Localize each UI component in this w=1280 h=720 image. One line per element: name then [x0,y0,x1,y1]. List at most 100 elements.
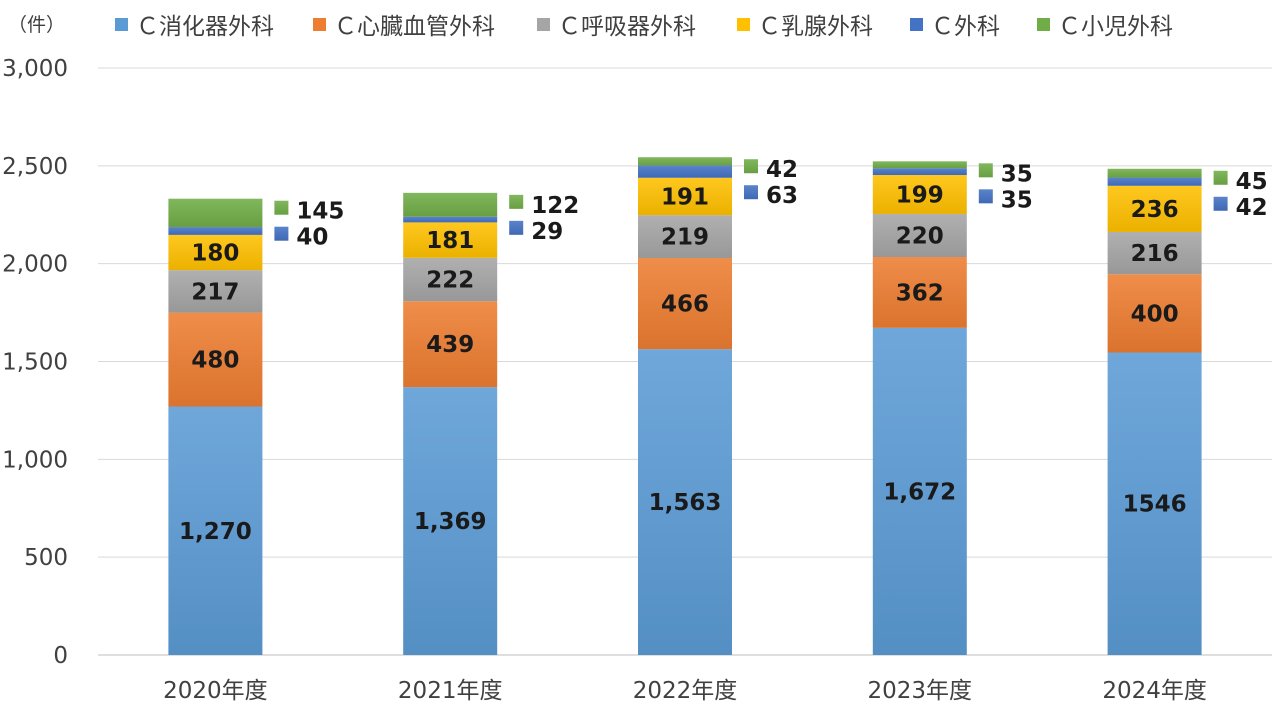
bar-segment [1107,168,1202,178]
data-label: 1,672 [883,479,956,505]
bar-segment [872,257,967,328]
side-marker-pediatric [509,194,524,209]
bar-segment [168,198,263,228]
bar-segment [1107,352,1202,655]
data-label: 181 [426,228,474,254]
bar-segment [872,161,967,169]
side-label-pediatric: 35 [1001,161,1033,187]
data-label: 191 [661,184,709,210]
bar-segment [403,257,498,302]
legend-swatch [910,18,923,31]
bar-segment [872,327,967,655]
side-label-surgery: 29 [531,219,563,245]
side-marker-surgery [744,185,758,200]
legend-label: Ｃ消化器外科 [136,14,274,40]
y-tick-label: 1,500 [2,350,68,376]
data-label: 222 [426,268,474,294]
side-marker-surgery [509,220,524,235]
bar-segment [168,406,263,655]
bar-segment [1107,185,1202,232]
y-tick-label: 500 [24,545,68,571]
bar-segment [403,192,498,217]
x-tick-label: 2020年度 [163,678,268,704]
bar-segment [1107,231,1202,275]
legend-label: Ｃ小児外科 [1058,14,1173,40]
side-marker-pediatric [1213,170,1228,185]
data-label: 199 [896,182,944,208]
bar-segment [168,234,263,271]
y-tick-label: 0 [53,643,68,669]
y-tick-label: 3,000 [2,56,68,82]
side-marker-pediatric [274,200,289,215]
bar-segment [168,312,263,407]
data-label: 480 [191,348,239,374]
x-axis: 2020年度 2021年度 2022年度 2023年度 2024年度 [163,678,1207,704]
bar-segment [872,213,967,258]
bar-segment [638,349,732,655]
legend-swatch [1037,18,1050,31]
x-tick-label: 2021年度 [398,678,503,704]
side-label-surgery: 40 [296,225,328,251]
data-label: 400 [1131,301,1179,327]
bar-segment [168,227,263,235]
side-label-pediatric: 45 [1236,169,1268,195]
y-tick-label: 2,500 [2,154,68,180]
data-label: 219 [661,225,709,251]
legend-swatch [737,18,750,31]
x-tick-label: 2024年度 [1102,678,1207,704]
bar-segment [1107,274,1202,353]
data-label: 1,563 [649,490,722,516]
bar-segment [403,216,498,223]
side-label-surgery: 42 [1236,195,1268,221]
y-axis-unit-label: （件） [8,14,65,36]
data-label: 220 [896,223,944,249]
legend-label: Ｃ外科 [931,14,1000,40]
data-label: 216 [1131,241,1179,267]
legend-label: Ｃ乳腺外科 [758,14,873,40]
legend-swatch [115,18,128,31]
legend: Ｃ消化器外科 Ｃ心臓血管外科 Ｃ呼吸器外科 Ｃ乳腺外科 Ｃ外科 Ｃ小児外科 [115,14,1173,40]
data-label: 1,270 [179,519,252,545]
bar-segment [403,222,498,258]
data-label: 439 [426,332,474,358]
side-marker-pediatric [978,163,993,178]
side-label-surgery: 35 [1001,187,1033,213]
y-tick-label: 1,000 [2,447,68,473]
data-label: 1,369 [414,509,487,535]
data-label: 236 [1131,197,1179,223]
side-label-pediatric: 122 [531,193,579,219]
bar-segment [638,257,732,350]
legend-swatch [537,18,550,31]
bar-segment [1107,177,1202,186]
y-axis: 0 500 1,000 1,500 2,000 2,500 3,000 [2,56,68,669]
data-label: 1546 [1123,492,1187,518]
bar-segment [638,177,732,216]
bar-segment [872,175,967,214]
bar-segment [638,165,732,178]
bar-segment [403,387,498,655]
bar-segment [403,301,498,388]
bar-segment [638,157,732,166]
bars [168,157,1202,655]
data-label: 466 [661,292,709,318]
side-label-pediatric: 42 [766,157,798,183]
side-marker-pediatric [744,159,758,174]
side-label-pediatric: 145 [296,199,344,225]
legend-swatch [313,18,326,31]
bar-segment [168,270,263,313]
side-marker-surgery [978,189,993,204]
side-marker-surgery [274,226,289,241]
bar-segment [872,168,967,176]
bar-segment [638,215,732,258]
data-label: 362 [896,280,944,306]
x-tick-label: 2022年度 [633,678,738,704]
y-tick-label: 2,000 [2,252,68,278]
x-tick-label: 2023年度 [868,678,973,704]
side-marker-surgery [1213,196,1228,211]
side-label-surgery: 63 [766,183,798,209]
data-label: 180 [191,241,239,267]
legend-label: Ｃ呼吸器外科 [558,14,696,40]
legend-label: Ｃ心臓血管外科 [334,14,495,40]
